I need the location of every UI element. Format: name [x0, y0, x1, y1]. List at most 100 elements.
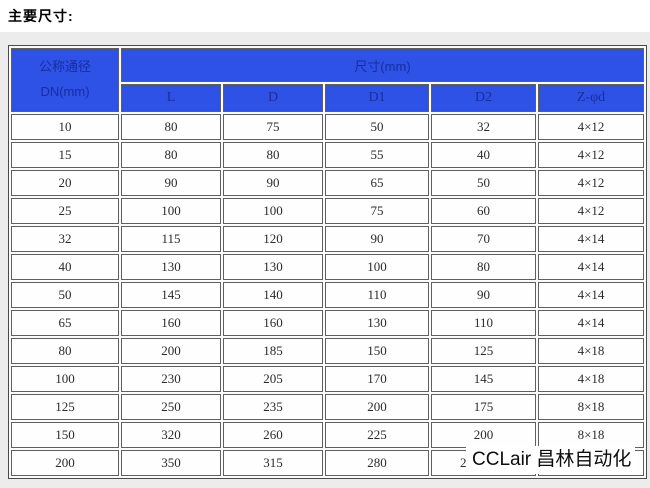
table-row: 65 160 160 130 110 4×14 — [11, 310, 645, 336]
table-row: 20 90 90 65 50 4×12 — [11, 170, 645, 196]
column-header-l: L — [121, 84, 221, 112]
table-cell: 90 — [431, 282, 536, 308]
table-cell: 185 — [223, 338, 323, 364]
table-row: 40 130 130 100 80 4×14 — [11, 254, 645, 280]
table-cell: 100 — [223, 198, 323, 224]
table-cell: 130 — [121, 254, 221, 280]
table-cell: 4×18 — [538, 338, 645, 364]
table-cell: 225 — [325, 422, 429, 448]
table-cell: 8×18 — [538, 394, 645, 420]
table-cell: 80 — [11, 338, 119, 364]
column-header-dn-line2: DN(mm) — [40, 84, 90, 99]
table-header-row-group: 公称通径 DN(mm) 尺寸(mm) — [11, 48, 645, 112]
table-cell: 110 — [325, 282, 429, 308]
table-cell: 130 — [223, 254, 323, 280]
table-cell: 50 — [431, 170, 536, 196]
table-cell: 100 — [325, 254, 429, 280]
table-cell: 80 — [223, 142, 323, 168]
table-cell: 200 — [11, 450, 119, 476]
table-cell: 25 — [11, 198, 119, 224]
column-header-d1: D1 — [325, 84, 429, 112]
table-row: 150 320 260 225 200 8×18 — [11, 422, 645, 448]
table-cell: 8×18 — [538, 422, 645, 448]
table-cell: 315 — [223, 450, 323, 476]
table-cell: 205 — [223, 366, 323, 392]
table-cell: 160 — [121, 310, 221, 336]
table-cell: 32 — [431, 114, 536, 140]
table-cell: 150 — [325, 338, 429, 364]
dimensions-table: 公称通径 DN(mm) 尺寸(mm) L D D1 D2 Z-φd 10 80 75… — [8, 45, 648, 479]
table-cell: 65 — [11, 310, 119, 336]
table-cell: 50 — [11, 282, 119, 308]
table-cell: 10 — [11, 114, 119, 140]
table-row: 25 100 100 75 60 4×12 — [11, 198, 645, 224]
table-cell: 125 — [11, 394, 119, 420]
column-group-header-size: 尺寸(mm) — [121, 48, 645, 82]
table-cell: 130 — [325, 310, 429, 336]
watermark: CCLair 昌林自动化 — [466, 446, 636, 474]
page-title: 主要尺寸: — [8, 8, 74, 24]
table-cell: 90 — [121, 170, 221, 196]
table-cell: 170 — [325, 366, 429, 392]
table-cell: 60 — [431, 198, 536, 224]
table-row: 50 145 140 110 90 4×14 — [11, 282, 645, 308]
table-cell: 4×18 — [538, 366, 645, 392]
column-header-d: D — [223, 84, 323, 112]
table-cell: 90 — [325, 226, 429, 252]
table-cell: 200 — [431, 422, 536, 448]
column-header-z-phi-d: Z-φd — [538, 84, 645, 112]
table-cell: 70 — [431, 226, 536, 252]
table-cell: 200 — [121, 338, 221, 364]
table-cell: 120 — [223, 226, 323, 252]
table-row: 15 80 80 55 40 4×12 — [11, 142, 645, 168]
table-cell: 4×12 — [538, 114, 645, 140]
table-cell: 230 — [121, 366, 221, 392]
table-cell: 260 — [223, 422, 323, 448]
table-cell: 4×12 — [538, 142, 645, 168]
table-cell: 320 — [121, 422, 221, 448]
table-body: 10 80 75 50 32 4×12 15 80 80 55 40 4×12 20 90 90 65 50 4×… — [11, 114, 645, 476]
table-cell: 145 — [431, 366, 536, 392]
table-cell: 15 — [11, 142, 119, 168]
table-cell: 4×12 — [538, 170, 645, 196]
column-header-d2: D2 — [431, 84, 536, 112]
table-cell: 40 — [11, 254, 119, 280]
table-cell: 4×14 — [538, 254, 645, 280]
table-cell: 75 — [325, 198, 429, 224]
table-cell: 140 — [223, 282, 323, 308]
table-cell: 50 — [325, 114, 429, 140]
table-cell: 125 — [431, 338, 536, 364]
table-cell: 65 — [325, 170, 429, 196]
table-cell: 235 — [223, 394, 323, 420]
table-row: 10 80 75 50 32 4×12 — [11, 114, 645, 140]
table-cell: 90 — [223, 170, 323, 196]
table-cell: 20 — [11, 170, 119, 196]
table-cell: 4×12 — [538, 198, 645, 224]
table-cell: 115 — [121, 226, 221, 252]
table-cell: 80 — [121, 142, 221, 168]
table-cell: 80 — [121, 114, 221, 140]
table-cell: 250 — [121, 394, 221, 420]
table-cell: 150 — [11, 422, 119, 448]
table-cell: 175 — [431, 394, 536, 420]
table-cell: 160 — [223, 310, 323, 336]
table-cell: 4×14 — [538, 226, 645, 252]
table-row: 80 200 185 150 125 4×18 — [11, 338, 645, 364]
table-cell: 110 — [431, 310, 536, 336]
table-cell: 100 — [121, 198, 221, 224]
table-cell: 350 — [121, 450, 221, 476]
table-row: 125 250 235 200 175 8×18 — [11, 394, 645, 420]
table-cell: 40 — [431, 142, 536, 168]
table-cell: 80 — [431, 254, 536, 280]
table-cell: 4×14 — [538, 282, 645, 308]
table-header-row-sub: L D D1 D2 Z-φd — [11, 84, 645, 112]
table-cell: 4×14 — [538, 310, 645, 336]
column-header-dn: 公称通径 DN(mm) — [11, 48, 119, 112]
table-cell: 100 — [11, 366, 119, 392]
table-cell: 200 — [325, 394, 429, 420]
table-header: 公称通径 DN(mm) 尺寸(mm) L D D1 D2 Z-φd — [11, 48, 645, 112]
table-cell: 145 — [121, 282, 221, 308]
table-cell: 75 — [223, 114, 323, 140]
table-cell: 55 — [325, 142, 429, 168]
column-header-dn-line1: 公称通径 — [38, 59, 91, 75]
